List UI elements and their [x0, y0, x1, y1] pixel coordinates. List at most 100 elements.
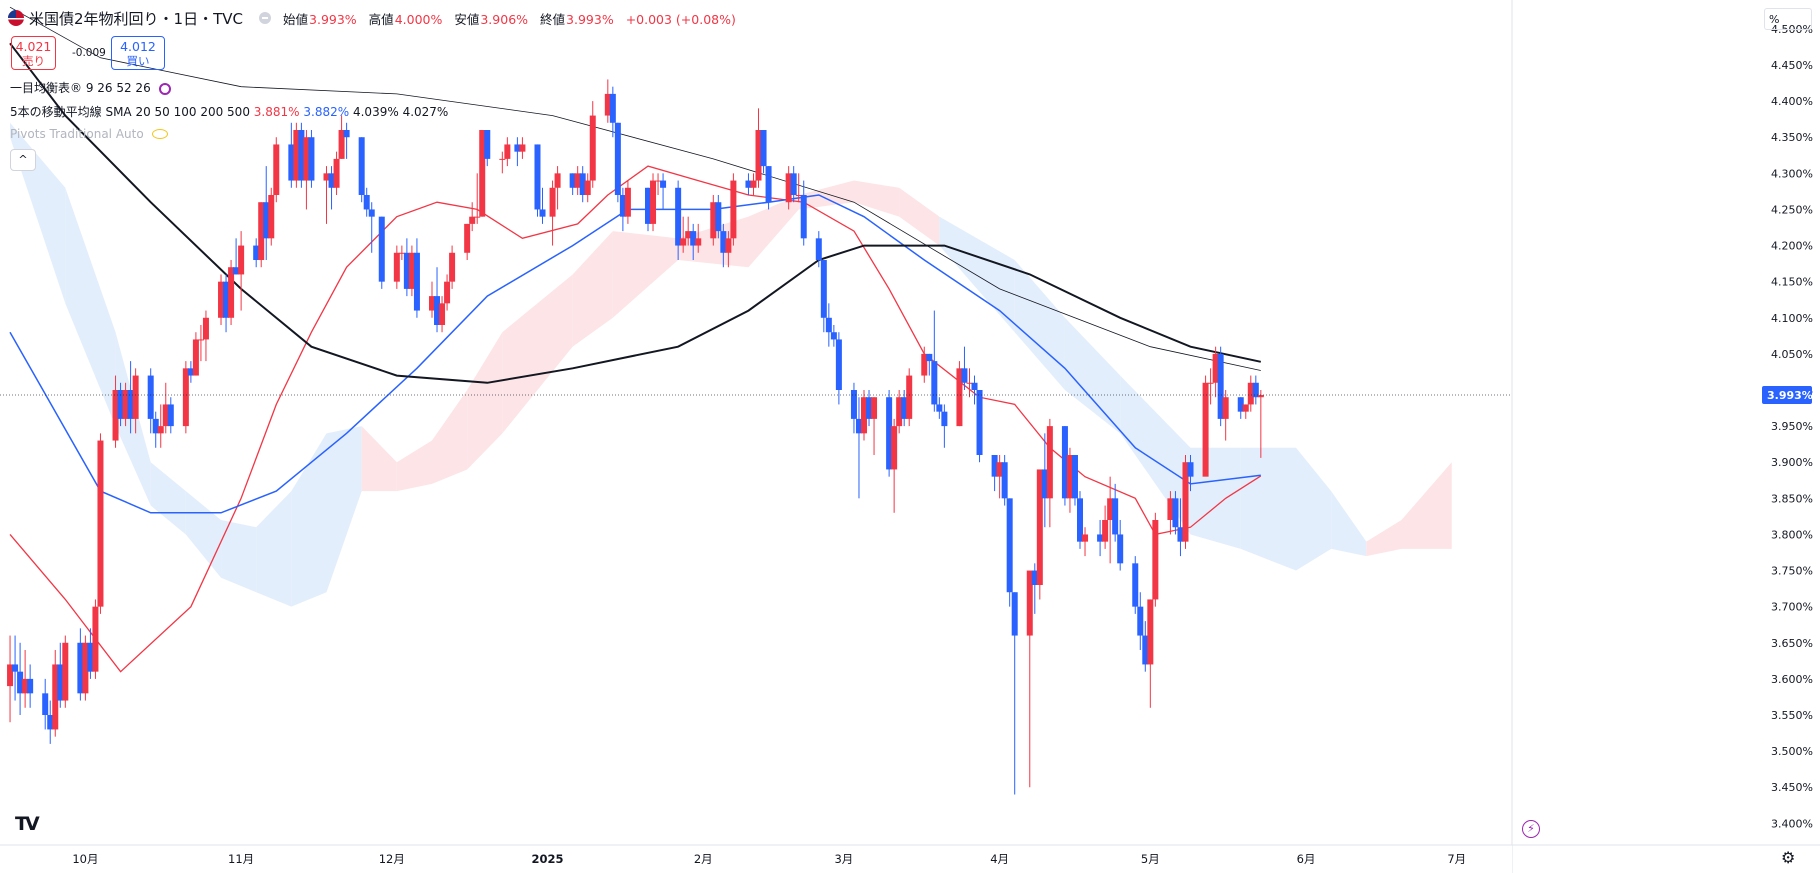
- candle-body: [795, 195, 802, 196]
- candle-body: [1177, 527, 1184, 542]
- candle-body: [539, 209, 546, 217]
- candle-body: [760, 130, 767, 167]
- y-tick-label: 4.300%: [1771, 167, 1813, 180]
- eye-hidden-icon[interactable]: [151, 129, 168, 139]
- sync-icon[interactable]: [158, 83, 171, 95]
- candle-body: [835, 339, 842, 390]
- candle-body: [449, 252, 456, 282]
- candle-body: [931, 361, 938, 405]
- x-tick-label: 11月: [228, 852, 254, 866]
- candle-body: [408, 252, 415, 289]
- candle-body: [192, 339, 199, 376]
- candle-body: [680, 238, 687, 246]
- candle-body: [614, 122, 621, 195]
- candle-body: [730, 180, 737, 239]
- candle-body: [750, 180, 757, 188]
- candle-body: [534, 144, 541, 210]
- y-tick-label: 4.050%: [1771, 348, 1813, 361]
- candle-body: [820, 260, 827, 318]
- candle-body: [162, 404, 169, 427]
- lightning-icon[interactable]: ⚡: [1522, 820, 1540, 838]
- candle-body: [363, 195, 370, 210]
- candle-body: [584, 180, 591, 195]
- candle-body: [444, 281, 451, 304]
- candle-body: [378, 216, 385, 282]
- candle-body: [569, 173, 576, 188]
- y-tick-label: 4.100%: [1771, 312, 1813, 325]
- cloud-segment: [798, 180, 854, 210]
- candle-body: [936, 404, 943, 412]
- candle-body: [92, 606, 99, 672]
- candle-body: [228, 267, 235, 318]
- y-tick-label: 3.550%: [1771, 709, 1813, 722]
- candle-body: [971, 382, 978, 390]
- buy-button[interactable]: 4.012 買い: [111, 36, 165, 70]
- ichimoku-legend[interactable]: 一目均衡表® 9 26 52 26: [10, 79, 171, 96]
- y-tick-label: 3.950%: [1771, 420, 1813, 433]
- candle-body: [710, 202, 717, 239]
- candle-body: [403, 252, 410, 289]
- candle-body: [825, 317, 832, 333]
- candle-body: [202, 317, 209, 340]
- sell-button[interactable]: 4.021 売り: [11, 36, 56, 70]
- candle-body: [293, 130, 300, 181]
- candle-body: [87, 642, 94, 672]
- candle-body: [303, 137, 310, 181]
- candle-body: [27, 678, 34, 694]
- x-tick-label: 6月: [1297, 852, 1316, 866]
- chart-header: 米国債2年物利回り・1日・TVC 始値3.993% 高値4.000% 安値3.9…: [8, 7, 744, 29]
- cloud-segment: [1296, 447, 1332, 571]
- candle-body: [1147, 599, 1154, 665]
- candle-body: [1001, 462, 1008, 499]
- candle-body: [871, 397, 878, 419]
- candle-body: [77, 642, 84, 694]
- cloud-segment: [396, 440, 432, 492]
- cloud-segment: [572, 231, 613, 347]
- time-axis: 10月 11月 12月 2025 2月 3月 4月 5月 6月 7月: [0, 844, 1820, 873]
- tradingview-logo[interactable]: TV: [15, 813, 40, 835]
- candle-body: [1112, 498, 1119, 535]
- candle-body: [479, 130, 486, 217]
- candle-body: [82, 642, 89, 694]
- candle-body: [645, 187, 651, 224]
- candle-body: [1142, 635, 1149, 665]
- y-tick-label: 3.850%: [1771, 492, 1813, 505]
- candle-body: [604, 93, 611, 116]
- candle-body: [1212, 353, 1219, 383]
- candle-body: [790, 173, 797, 195]
- percent-scale-button[interactable]: %: [1764, 8, 1812, 30]
- y-tick-label: 3.500%: [1771, 745, 1813, 758]
- chevron-up-icon[interactable]: ^: [10, 149, 36, 171]
- candle-body: [1046, 426, 1053, 499]
- candle-body: [579, 173, 586, 195]
- candle-body: [866, 397, 873, 419]
- pivots-legend[interactable]: Pivots Traditional Auto: [10, 127, 168, 141]
- candle-body: [1102, 520, 1109, 542]
- candle-body: [288, 144, 295, 181]
- candle-body: [343, 130, 350, 138]
- candle-body: [1077, 498, 1083, 542]
- sma-legend[interactable]: 5本の移動平均線 SMA 20 50 100 200 500 3.881% 3.…: [10, 105, 449, 119]
- cloud-segment: [256, 491, 292, 607]
- candle-body: [715, 202, 722, 232]
- y-tick-label: 3.900%: [1771, 456, 1813, 469]
- candle-body: [861, 397, 867, 434]
- symbol-title[interactable]: 米国債2年物利回り・1日・TVC: [29, 9, 243, 28]
- candle-body: [1152, 520, 1159, 600]
- candle-body: [519, 144, 526, 152]
- candle-body: [122, 390, 129, 419]
- candle-body: [906, 375, 913, 419]
- candle-body: [549, 187, 556, 217]
- minus-icon[interactable]: [259, 12, 271, 24]
- y-tick-label: 4.400%: [1771, 95, 1813, 108]
- candle-body: [1252, 382, 1259, 398]
- candle-body: [238, 245, 245, 275]
- candle-body: [1242, 404, 1249, 412]
- candle-body: [62, 642, 69, 701]
- candle-body: [941, 411, 948, 427]
- candle-body: [484, 130, 491, 159]
- x-tick-label: 4月: [990, 852, 1009, 866]
- gear-icon[interactable]: ⚙: [1781, 848, 1796, 867]
- candle-body: [1202, 382, 1209, 477]
